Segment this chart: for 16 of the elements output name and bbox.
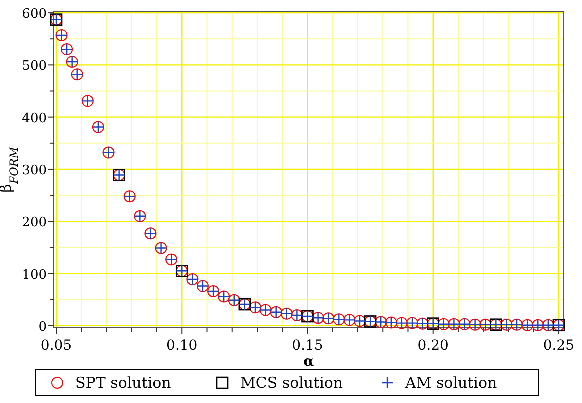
y-tick-label: 100 [22, 268, 47, 283]
y-tick-label: 200 [22, 216, 47, 231]
y-tick-label: 500 [22, 59, 47, 74]
x-tick-label: 0.25 [543, 338, 575, 354]
y-tick-label: 0 [38, 320, 47, 335]
x-axis-title: α [304, 354, 315, 370]
x-tick-label: 0.15 [292, 338, 324, 354]
x-tick-label: 0.10 [166, 338, 198, 354]
x-tick-label: 0.05 [40, 338, 72, 354]
legend-label: MCS solution [240, 374, 344, 392]
legend-label: AM solution [404, 374, 498, 392]
legend-label: SPT solution [76, 374, 172, 392]
y-tick-label: 400 [22, 111, 47, 126]
y-tick-label: 600 [22, 7, 47, 22]
x-tick-label: 0.20 [418, 338, 449, 354]
y-tick-label: 300 [22, 163, 47, 178]
